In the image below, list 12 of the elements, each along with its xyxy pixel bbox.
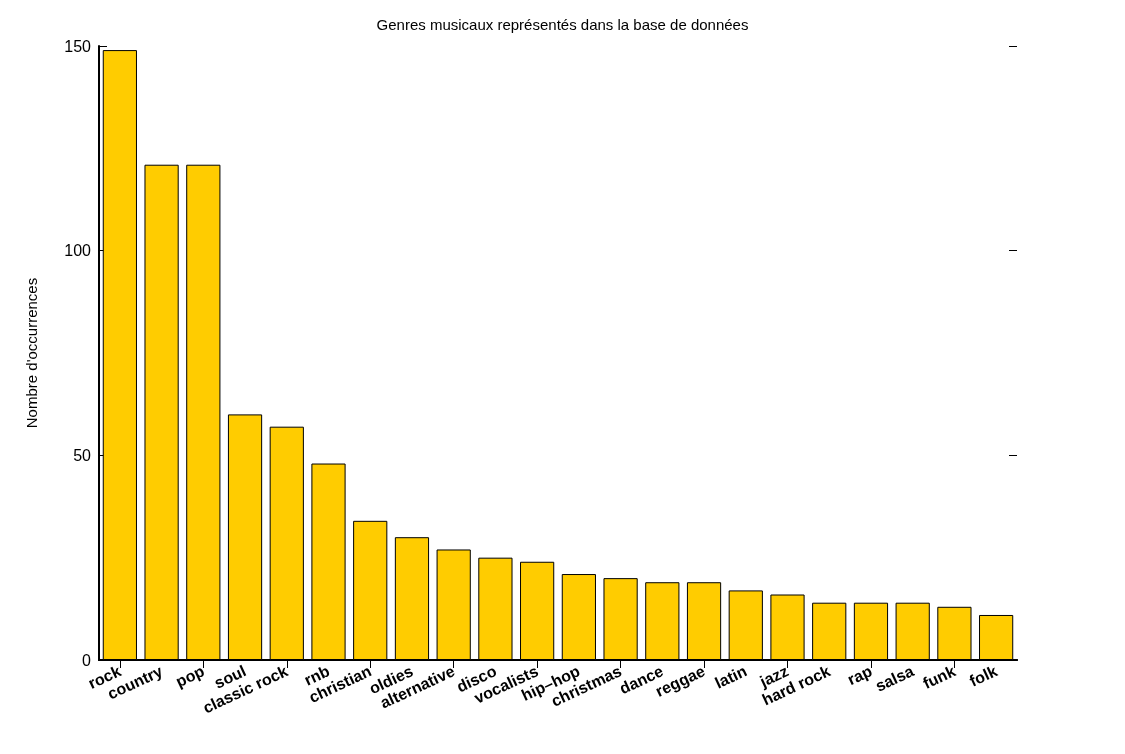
y-tick-label: 100 bbox=[64, 242, 92, 260]
x-tick-label: folk bbox=[966, 662, 1000, 690]
y-tick-label: 50 bbox=[73, 446, 92, 464]
y-axis-title: Nombre d'occurrences bbox=[23, 277, 40, 429]
x-tick-label: funk bbox=[920, 662, 959, 692]
y-tick-label: 0 bbox=[82, 651, 92, 669]
x-tick-label: rap bbox=[844, 662, 875, 689]
x-tick-label: salsa bbox=[872, 662, 917, 695]
x-tick-label: pop bbox=[173, 662, 208, 691]
chart-title: Genres musicaux représentés dans la base de données bbox=[376, 16, 749, 33]
y-tick-label: 150 bbox=[64, 37, 92, 55]
x-tick-label: latin bbox=[712, 662, 750, 692]
